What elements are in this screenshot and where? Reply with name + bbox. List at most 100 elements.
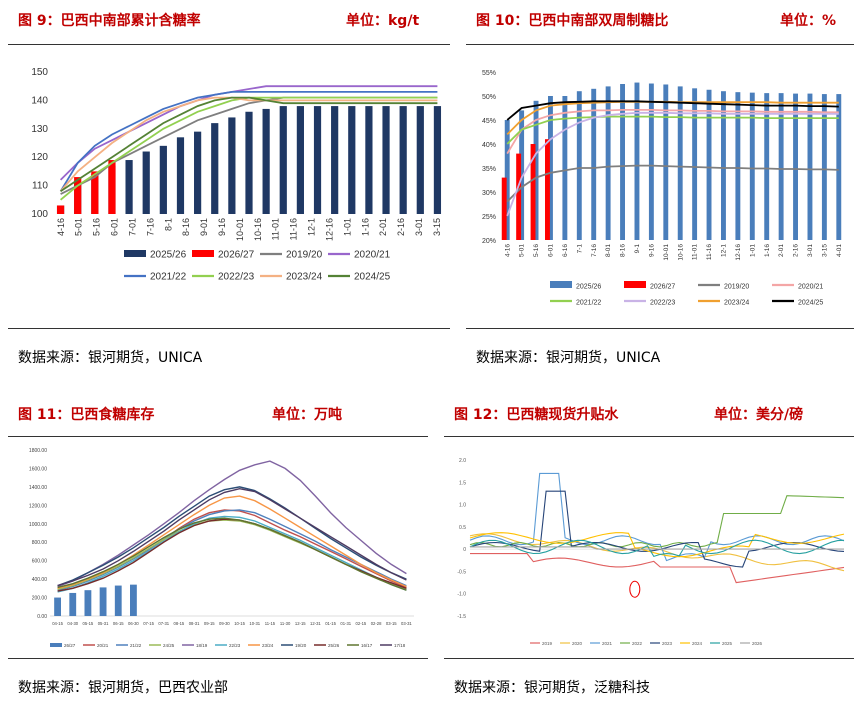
panel-11-source: 数据来源：银河期货，巴西农业部 [18,680,228,696]
y-tick-label: 110 [32,181,48,192]
series-line-2024 [469,532,845,558]
legend-label: 22/23 [229,643,241,648]
y-tick-label: 1400.00 [29,485,47,491]
chart-12: 2.0 1.5 1.0 0.5 0 -0.5 -1.0 -1.5 2019 2020 2021 202… [446,440,854,656]
y-tick-label: 1600.00 [29,466,47,472]
x-tick-label: 6-01 [110,218,120,236]
bar-2025-26 [778,93,784,240]
legend-label: 2022 [632,641,643,646]
x-tick-label: 12-16 [324,218,334,241]
series-line-2021-22 [59,91,438,192]
bar-2025-26 [504,120,510,240]
x-tick-label: 04-15 [52,621,63,626]
x-tick-label: 2-16 [396,218,406,236]
bar-2025-26 [142,151,150,214]
bar-2025-26 [245,111,253,214]
legend-label: 2026 [752,641,763,646]
panel-12-bottom-rule [444,658,854,659]
x-tick-label: 4-16 [56,218,66,236]
legend-label: 2022/23 [650,300,675,307]
x-tick-label: 08-15 [174,621,185,626]
bar-2025-26 [620,84,625,240]
x-tick-label: 09-15 [204,621,215,626]
series-line-2022-23 [506,111,839,217]
x-tick-label: 9-1 [634,244,641,254]
bar-2025-26 [519,110,525,241]
legend-label: 2023/24 [724,300,749,307]
series-line-2021 [469,472,845,562]
bar-2025-26 [764,93,770,240]
y-tick-label: 1000.00 [29,522,47,528]
panel-10-bottom-rule [466,328,854,329]
legend-label: 2025 [722,641,733,646]
bar-2025-26 [125,160,133,214]
x-tick-label: 8-16 [620,244,627,257]
y-tick-label: 20% [482,238,496,245]
chart-10: 20% 25% 30% 35% 40% 45% 50% 55% 4-16 5-01 5-16 6-01… [466,48,854,326]
y-tick-label: 40% [482,142,496,149]
legend-label: 18/19 [196,643,208,648]
bar-2025-26 [416,106,424,214]
panel-9-top-rule [8,44,450,45]
legend-label: 2021/22 [150,272,187,283]
bar-2025-26 [262,108,270,214]
x-tick-label: 12-15 [295,621,306,626]
bar-2025-26 [576,91,582,240]
y-tick-label: 35% [482,166,496,173]
legend-label: 20/21 [97,643,109,648]
legend-swatch [50,643,62,647]
legend-label: 2023/24 [286,272,323,283]
series-line-20-21 [57,509,407,589]
series-line-17-18 [57,487,407,587]
series-line-22-23 [57,515,407,593]
chart-9: 100 110 120 130 140 150 4-16 5-01 5-16 6-01 7-01 7-… [8,48,450,326]
series-line-2021-22 [506,115,839,145]
panel-12-source: 数据来源：银河期货，泛糖科技 [454,680,650,696]
bar-2025-26 [331,106,339,214]
y-tick-label: 0.5 [459,525,466,531]
x-tick-label: 11-16 [289,218,299,240]
legend-label: 2023 [662,641,673,646]
chart-11-svg: 0.00 200.00 400.00 600.00 800.00 1000.00 1200.… [29,448,414,648]
bar-2025-26 [365,106,373,214]
bar-2025-26 [296,106,304,214]
x-tick-label: 06-15 [113,621,124,626]
x-tick-label: 04-30 [67,621,78,626]
legend-label: 2019 [542,641,553,646]
bar-2025-26 [548,96,553,240]
legend-swatch [624,281,646,288]
bar-26-27 [84,590,92,616]
x-tick-label: 10-01 [235,218,245,241]
x-tick-label: 7-1 [576,244,583,254]
panel-12-top-rule [444,436,854,437]
series-line-16-17 [57,517,407,591]
bar-2025-26 [807,93,813,240]
bar-2025-26 [194,131,202,214]
x-tick-label: 11-16 [706,244,713,261]
y-tick-label: 1.5 [459,480,466,486]
x-tick-label: 3-01 [807,244,814,257]
panel-9-source: 数据来源：银河期货，UNICA [18,350,203,366]
panel-11-title: 图 11：巴西食糖库存 [18,407,155,423]
x-tick-label: 4-16 [504,244,511,257]
bar-2025-26 [562,96,568,240]
legend-label: 24/25 [163,643,175,648]
x-tick-label: 2-16 [793,244,800,257]
panel-10-source: 数据来源：银河期货，UNICA [476,350,661,366]
x-tick-label: 11-01 [692,244,699,261]
legend-label: 17/18 [394,643,406,648]
bar-2025-26 [433,106,442,214]
x-tick-label: 7-01 [127,218,137,236]
legend-label: 2020/21 [354,250,391,261]
bar-2025-26 [663,84,669,240]
x-tick-label: 2-01 [778,244,785,257]
x-tick-label: 07-15 [143,621,154,626]
legend-label: 2020/21 [798,284,823,291]
x-tick-label: 02-15 [356,621,367,626]
panel-11-unit: 单位：万吨 [272,407,342,423]
y-tick-label: 1200.00 [29,503,47,509]
x-tick-label: 8-01 [605,244,612,257]
y-tick-label: 30% [482,190,496,197]
bar-2025-26 [677,86,683,241]
y-tick-label: 0.00 [37,614,47,620]
